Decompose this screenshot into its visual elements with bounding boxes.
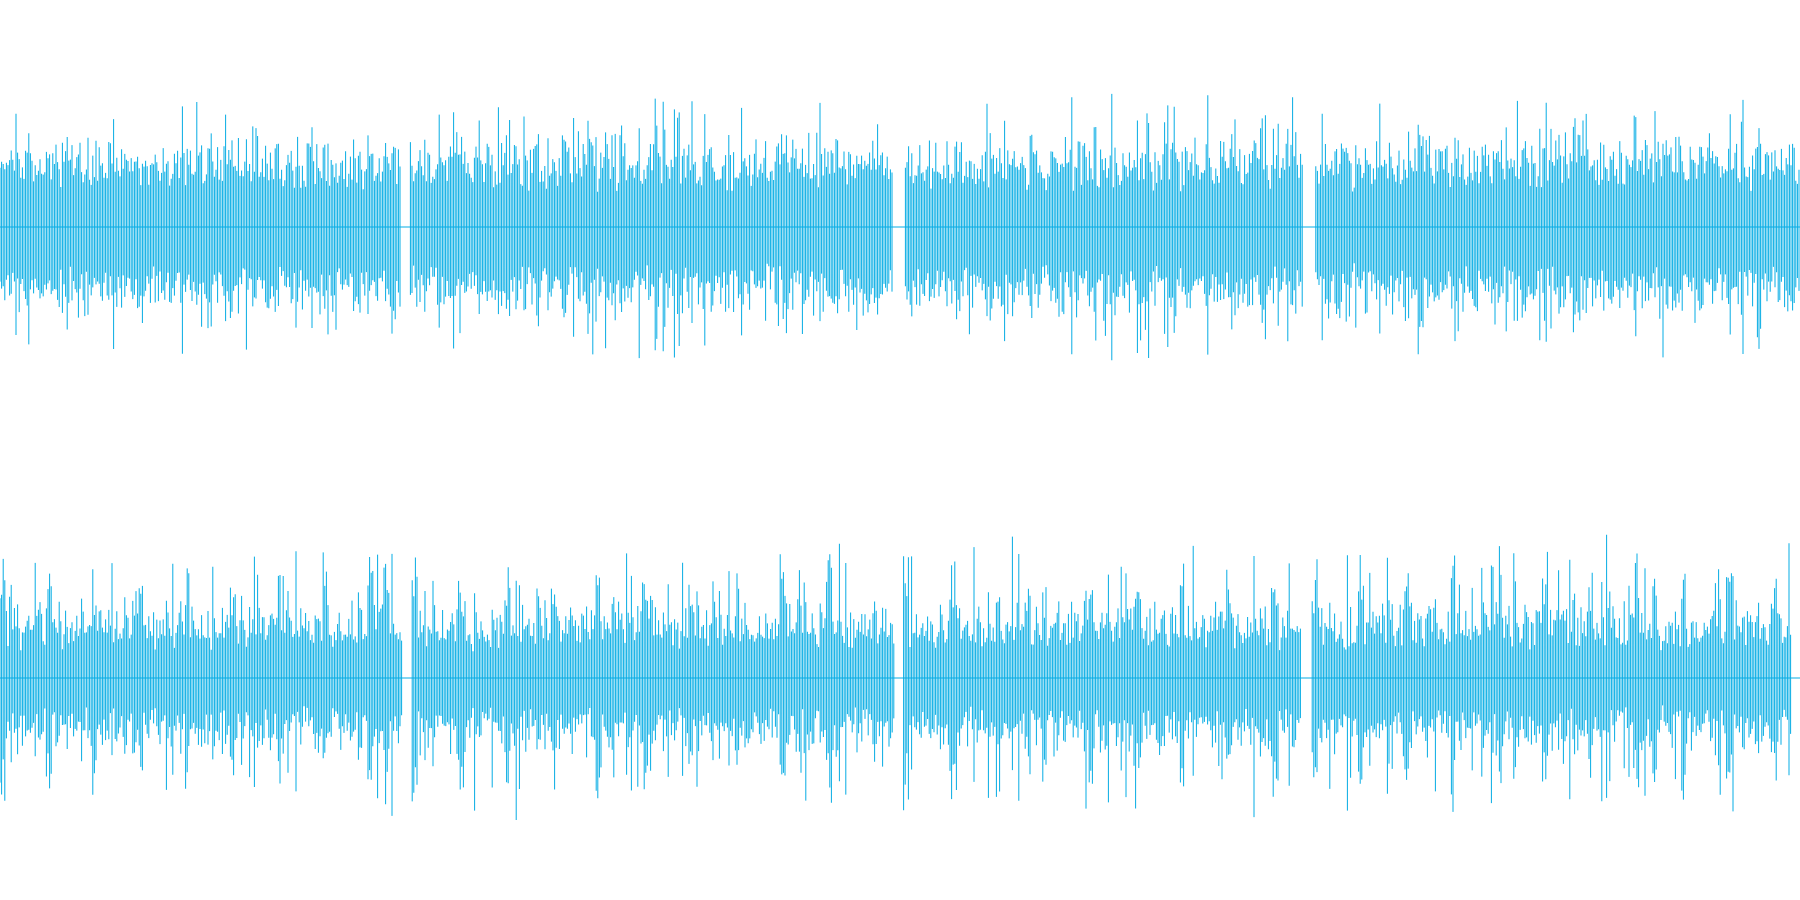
channel-2-waveform [0, 534, 1800, 820]
channel-2-segment-4 [1311, 534, 1792, 812]
channel-2-segment-3 [903, 536, 1301, 818]
channel-1-waveform [0, 93, 1800, 361]
channel-1-segment-4 [1315, 99, 1800, 358]
channel-1-segment-1 [0, 102, 401, 354]
channel-1-segment-3 [904, 93, 1303, 361]
channel-2-segment-2 [411, 543, 895, 820]
channel-2-segment-1 [0, 551, 403, 816]
channel-1-segment-2 [409, 98, 893, 359]
